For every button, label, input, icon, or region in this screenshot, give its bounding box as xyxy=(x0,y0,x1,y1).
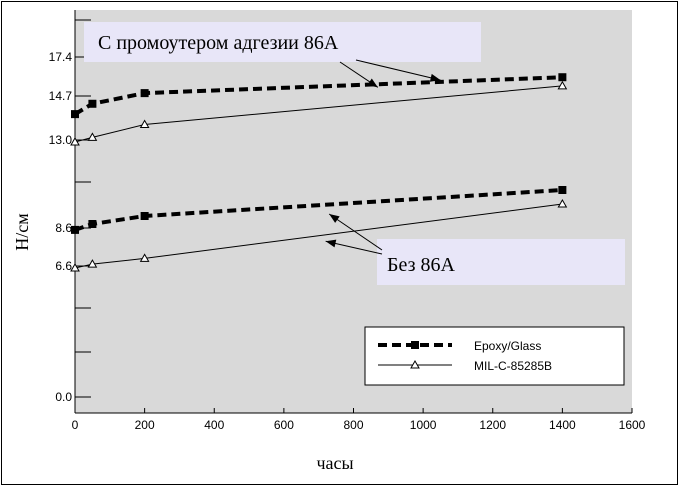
data-point xyxy=(557,80,568,90)
annotation-arrow xyxy=(328,213,383,251)
x-axis-ticks: 0 200 400 600 800 1000 1200 1400 1600 xyxy=(72,408,646,432)
series-line-3 xyxy=(74,203,563,269)
data-point xyxy=(88,99,97,108)
data-point xyxy=(139,253,150,262)
y-tick-label: 17.4 xyxy=(49,50,73,64)
arrow-head xyxy=(329,214,340,223)
x-tick-label: 200 xyxy=(135,418,155,432)
data-point xyxy=(88,220,97,228)
y-axis-label: Н/см xyxy=(12,213,32,250)
annotation-box-without xyxy=(377,239,625,285)
data-point xyxy=(71,110,79,119)
legend-label: MIL-C-85285B xyxy=(474,359,552,373)
arrow-head xyxy=(429,73,441,82)
annotation-box-adhesion xyxy=(84,22,481,62)
series-group xyxy=(70,73,568,272)
data-point xyxy=(140,212,149,220)
y-tick-label: 0.0 xyxy=(55,390,72,404)
data-point xyxy=(70,262,80,272)
x-tick-label: 400 xyxy=(204,418,224,432)
x-tick-label: 800 xyxy=(343,418,363,432)
y-tick-label: 8.6 xyxy=(55,221,72,235)
data-point xyxy=(139,119,150,128)
annotation-arrows xyxy=(325,59,441,255)
legend-label: Epoxy/Glass xyxy=(474,339,541,353)
legend-box xyxy=(364,326,625,386)
series-line-0 xyxy=(73,75,563,116)
y-tick-label: 13.0 xyxy=(49,133,73,147)
data-point xyxy=(558,186,567,194)
series-line-2 xyxy=(74,188,563,232)
arrow-head xyxy=(325,239,337,248)
arrow-head xyxy=(367,78,378,88)
x-axis-label: часы xyxy=(316,453,353,473)
annotation-arrow xyxy=(355,59,441,81)
x-tick-label: 1400 xyxy=(549,418,576,432)
data-point xyxy=(70,136,80,146)
legend-items: Epoxy/Glass MIL-C-85285B xyxy=(378,339,552,373)
legend-marker xyxy=(410,359,420,369)
legend-marker xyxy=(411,341,419,349)
data-point xyxy=(71,225,79,234)
x-tick-label: 600 xyxy=(274,418,294,432)
x-tick-label: 1600 xyxy=(619,418,646,432)
data-point xyxy=(87,259,98,268)
y-tick-label: 14.7 xyxy=(49,89,73,103)
annotation-without-86a: Без 86А xyxy=(387,254,456,276)
data-point xyxy=(557,198,568,208)
y-axis-ticks: 17.4 14.7 13.0 8.6 6.6 0.0 xyxy=(49,10,91,413)
x-tick-label: 1000 xyxy=(410,418,437,432)
legend: Epoxy/Glass MIL-C-85285B xyxy=(364,326,625,386)
x-tick-label: 1200 xyxy=(479,418,506,432)
data-point xyxy=(87,132,98,141)
data-point xyxy=(558,73,567,82)
annotation-adhesion-promoter: С промоутером адгезии 86А xyxy=(98,32,339,54)
data-point xyxy=(140,89,149,98)
y-tick-label: 6.6 xyxy=(55,259,72,273)
x-tick-label: 0 xyxy=(72,418,79,432)
series-line-1 xyxy=(74,85,563,143)
